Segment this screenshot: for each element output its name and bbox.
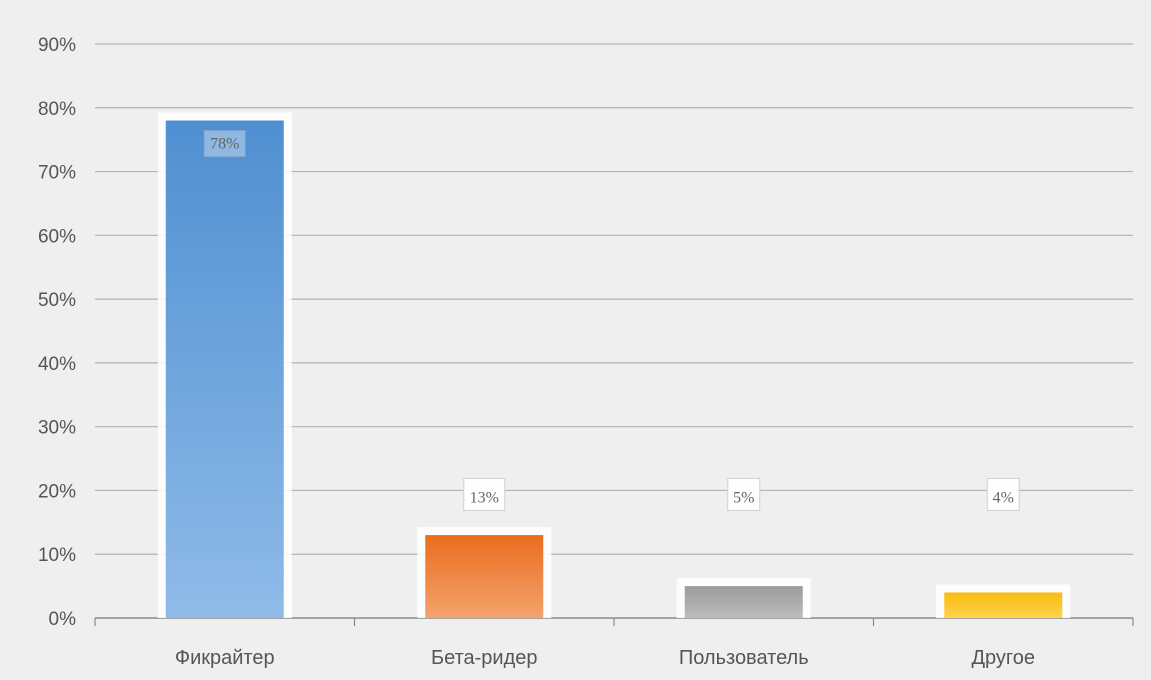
data-label-box <box>203 130 246 158</box>
y-tick-label: 40% <box>38 354 76 375</box>
x-category-label: Пользователь <box>679 647 809 669</box>
y-tick-label: 50% <box>38 290 76 311</box>
x-category-label: Бета-ридер <box>431 647 538 669</box>
data-label: 5% <box>733 489 754 506</box>
y-tick-label: 70% <box>38 163 76 184</box>
data-label-box <box>727 477 761 511</box>
y-tick-label: 60% <box>38 226 76 247</box>
x-axis: Фикрайтер Бета-ридер Пользователь Другое <box>94 618 1134 669</box>
data-label: 13% <box>470 489 499 506</box>
data-label: 4% <box>993 489 1014 506</box>
data-label: 78% <box>210 136 239 153</box>
data-label-box <box>986 477 1020 511</box>
bar-3 <box>684 586 803 618</box>
x-category-label: Другое <box>971 647 1035 669</box>
bar-4 <box>944 592 1063 618</box>
data-label-box <box>463 477 506 511</box>
x-category-label: Фикрайтер <box>175 647 275 669</box>
y-tick-label: 30% <box>38 418 76 439</box>
bar-2 <box>425 535 544 618</box>
y-tick-label: 20% <box>38 481 76 502</box>
y-tick-label: 10% <box>38 545 76 566</box>
y-axis: 0% 10% 20% 30% 40% 50% 60% 70% 80% 90% <box>38 35 76 630</box>
bar-1 <box>165 120 284 619</box>
y-tick-label: 80% <box>38 99 76 120</box>
y-tick-label: 90% <box>38 35 76 56</box>
y-tick-label: 0% <box>49 609 77 630</box>
bars: 78% 13% 5% 4% <box>157 112 1071 619</box>
